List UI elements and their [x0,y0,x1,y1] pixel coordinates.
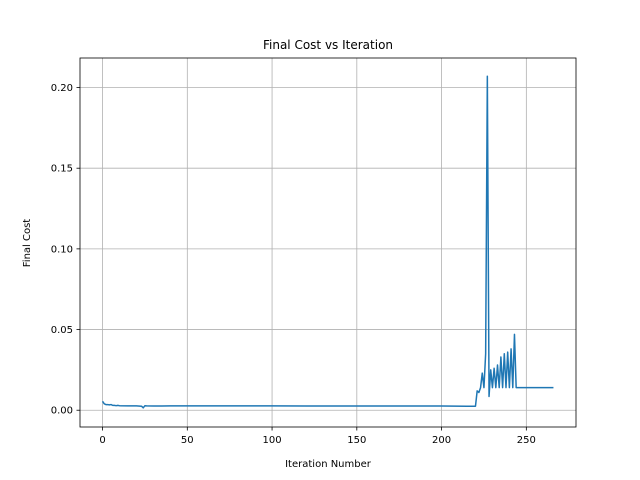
grid [80,58,576,427]
x-axis-label: Iteration Number [285,459,372,470]
axes-frame [79,57,577,428]
x-tick-label: 150 [347,435,366,446]
series-line [101,75,554,409]
y-tick-label: 0.15 [51,164,73,175]
x-tick-label: 200 [432,435,451,446]
y-tick-label: 0.00 [51,406,73,417]
x-tick-label: 250 [517,435,536,446]
y-tick-label: 0.20 [51,83,73,94]
x-tick-label: 50 [181,435,194,446]
x-tick-label: 0 [99,435,105,446]
chart-title: Final Cost vs Iteration [263,38,393,52]
x-tick-label: 100 [263,435,282,446]
ticks: 0 50 100 150 200 250 0.00 0.05 0.10 0.15 0.20 [51,83,536,446]
y-axis-label: Final Cost [22,219,33,268]
series-line-group [101,75,554,409]
y-tick-label: 0.05 [51,325,73,336]
y-tick-label: 0.10 [51,244,73,255]
